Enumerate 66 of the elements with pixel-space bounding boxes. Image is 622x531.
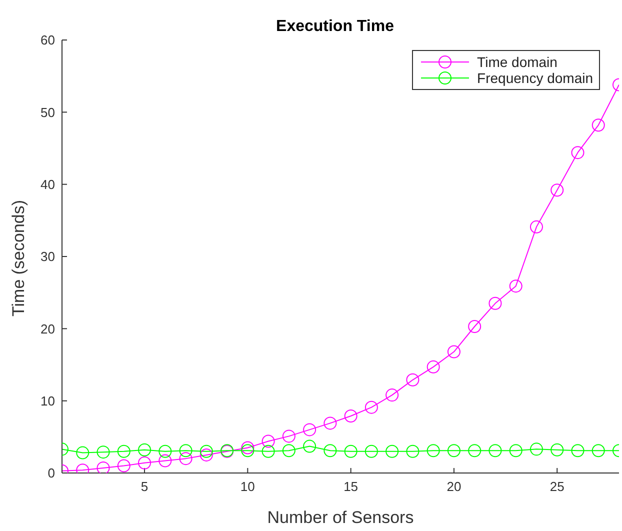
point	[364, 400, 378, 414]
point	[282, 430, 296, 443]
legend-label: Frequency domain	[477, 70, 593, 86]
y-tick-label: 40	[40, 176, 55, 192]
x-tick-label: 10	[240, 479, 255, 494]
y-tick-label: 50	[40, 104, 55, 120]
point	[262, 434, 275, 448]
point	[282, 444, 296, 458]
point	[571, 444, 584, 458]
point	[324, 444, 337, 458]
point	[324, 416, 337, 430]
point	[138, 443, 152, 456]
y-tick-label: 0	[48, 466, 55, 481]
point	[179, 452, 192, 466]
point	[303, 440, 316, 453]
point	[447, 444, 460, 458]
point	[96, 446, 110, 459]
point	[426, 360, 440, 374]
point	[592, 118, 605, 132]
point	[406, 444, 420, 458]
point	[200, 448, 213, 462]
chart-title: Execution Time	[276, 18, 394, 35]
point	[158, 454, 172, 468]
point	[241, 441, 254, 454]
point	[426, 444, 440, 458]
point	[179, 444, 192, 458]
x-tick-label: 20	[446, 479, 462, 494]
y-axis-title: Time (seconds)	[9, 200, 28, 316]
point	[468, 320, 482, 333]
point	[571, 146, 584, 160]
point	[303, 423, 316, 436]
point	[241, 444, 254, 458]
point	[262, 444, 275, 458]
x-axis-title: Number of Sensors	[267, 508, 414, 527]
point	[344, 409, 358, 422]
point	[530, 442, 543, 456]
x-tick-label: 15	[344, 479, 358, 494]
point	[96, 461, 110, 473]
point	[530, 220, 543, 234]
point	[509, 444, 522, 458]
point	[344, 444, 358, 458]
point	[406, 373, 420, 386]
y-tick-label: 20	[40, 321, 55, 336]
y-tick-label: 10	[40, 393, 55, 408]
point	[550, 184, 564, 197]
point	[117, 459, 130, 472]
point	[76, 446, 90, 460]
point	[550, 443, 564, 456]
y-tick-label: 30	[40, 249, 55, 264]
point	[468, 444, 482, 458]
point	[158, 444, 172, 458]
y-tick-label: 60	[40, 32, 55, 48]
x-tick-label: 5	[140, 479, 148, 494]
point	[488, 296, 502, 310]
point	[117, 444, 130, 458]
point	[364, 444, 378, 458]
point	[138, 456, 152, 470]
point	[488, 444, 502, 458]
legend-label: Time domain	[477, 54, 558, 70]
point	[386, 444, 399, 458]
point	[592, 444, 605, 458]
point	[200, 444, 213, 458]
point	[509, 280, 522, 293]
point	[447, 345, 460, 358]
x-tick-label: 25	[550, 479, 564, 494]
point	[386, 388, 399, 402]
